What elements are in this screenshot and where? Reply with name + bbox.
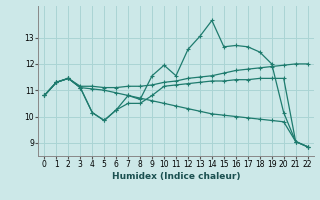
- X-axis label: Humidex (Indice chaleur): Humidex (Indice chaleur): [112, 172, 240, 181]
